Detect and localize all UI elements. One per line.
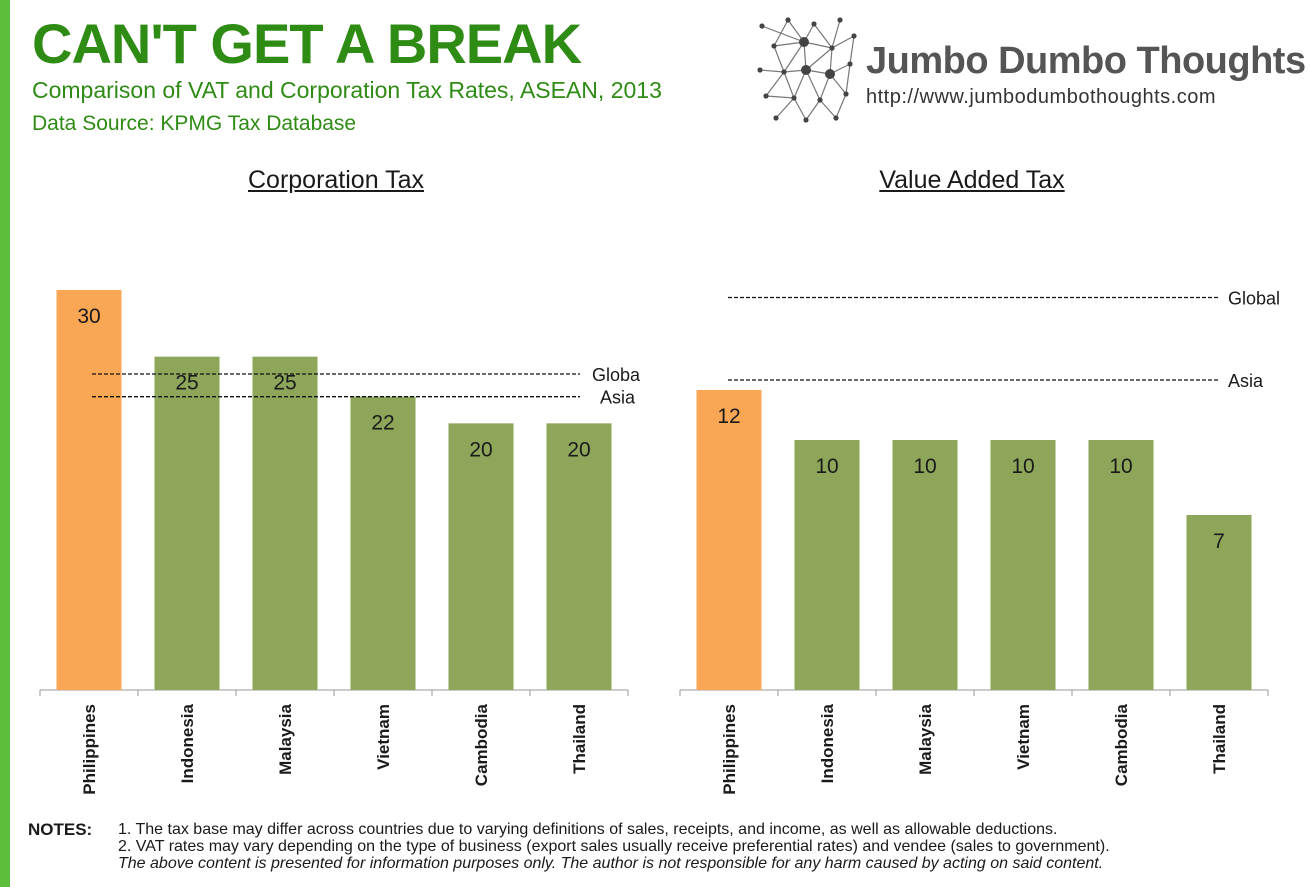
category-label: Vietnam [374, 704, 393, 770]
data-label: 12 [717, 405, 740, 428]
reference-label-asia: Asia [600, 388, 636, 408]
note-2: 2. VAT rates may vary depending on the t… [118, 838, 1110, 855]
corporation-tax-chart-title: Corporation Tax [247, 166, 425, 194]
data-label: 22 [371, 412, 394, 435]
data-label: 10 [815, 455, 838, 478]
category-label: Thailand [570, 704, 589, 774]
bar-indonesia [794, 440, 860, 690]
vat-chart-title: Value Added Tax [879, 166, 1065, 194]
data-label: 25 [175, 372, 198, 395]
category-label: Philippines [720, 704, 739, 795]
data-label: 7 [1213, 530, 1225, 553]
category-label: Cambodia [1112, 703, 1131, 786]
data-label: 10 [1011, 455, 1034, 478]
data-label: 25 [273, 372, 296, 395]
category-label: Indonesia [178, 703, 197, 783]
page-subtitle: Comparison of VAT and Corporation Tax Ra… [32, 77, 662, 103]
reference-label-global: Global [592, 365, 640, 385]
bar-indonesia [154, 356, 220, 690]
bar-malaysia [252, 356, 318, 690]
disclaimer: The above content is presented for infor… [118, 855, 1104, 872]
data-label: 10 [913, 455, 936, 478]
bar-thailand [546, 423, 612, 690]
vat-chart: 12 Philippines 10 Indonesia 10 Malaysia 10 Viet… [679, 289, 1280, 795]
reference-label-asia: Asia [1228, 371, 1264, 391]
bar-philippines [696, 390, 762, 690]
brand-name: Jumbo Dumbo Thoughts [866, 40, 1306, 82]
bar-malaysia [892, 440, 958, 690]
category-label: Malaysia [276, 703, 295, 774]
network-nodes-icon [757, 17, 857, 123]
bar-cambodia [1088, 440, 1154, 690]
data-label: 20 [567, 438, 590, 461]
bar-thailand [1186, 515, 1252, 690]
data-label: 30 [77, 305, 100, 328]
category-label: Vietnam [1014, 704, 1033, 770]
category-label: Indonesia [818, 703, 837, 783]
category-label: Philippines [80, 704, 99, 795]
page-title: CAN'T GET A BREAK [32, 12, 582, 75]
brand-url: http://www.jumbodumbothoughts.com [866, 86, 1217, 108]
data-label: 20 [469, 438, 492, 461]
bar-vietnam [990, 440, 1056, 690]
note-1: 1. The tax base may differ across countr… [118, 821, 1058, 838]
corporation-tax-chart: 30 Philippines 25 Indonesia 25 Malaysia 22 Viet… [39, 290, 640, 795]
bar-philippines [56, 290, 122, 690]
bar-vietnam [350, 396, 416, 690]
notes-label: NOTES: [28, 820, 93, 839]
bar-cambodia [448, 423, 514, 690]
accent-bar [0, 0, 10, 887]
reference-label-global: Global [1228, 289, 1280, 309]
data-source: Data Source: KPMG Tax Database [32, 112, 357, 135]
category-label: Thailand [1210, 704, 1229, 774]
category-label: Cambodia [472, 703, 491, 786]
data-label: 10 [1109, 455, 1132, 478]
category-label: Malaysia [916, 703, 935, 774]
